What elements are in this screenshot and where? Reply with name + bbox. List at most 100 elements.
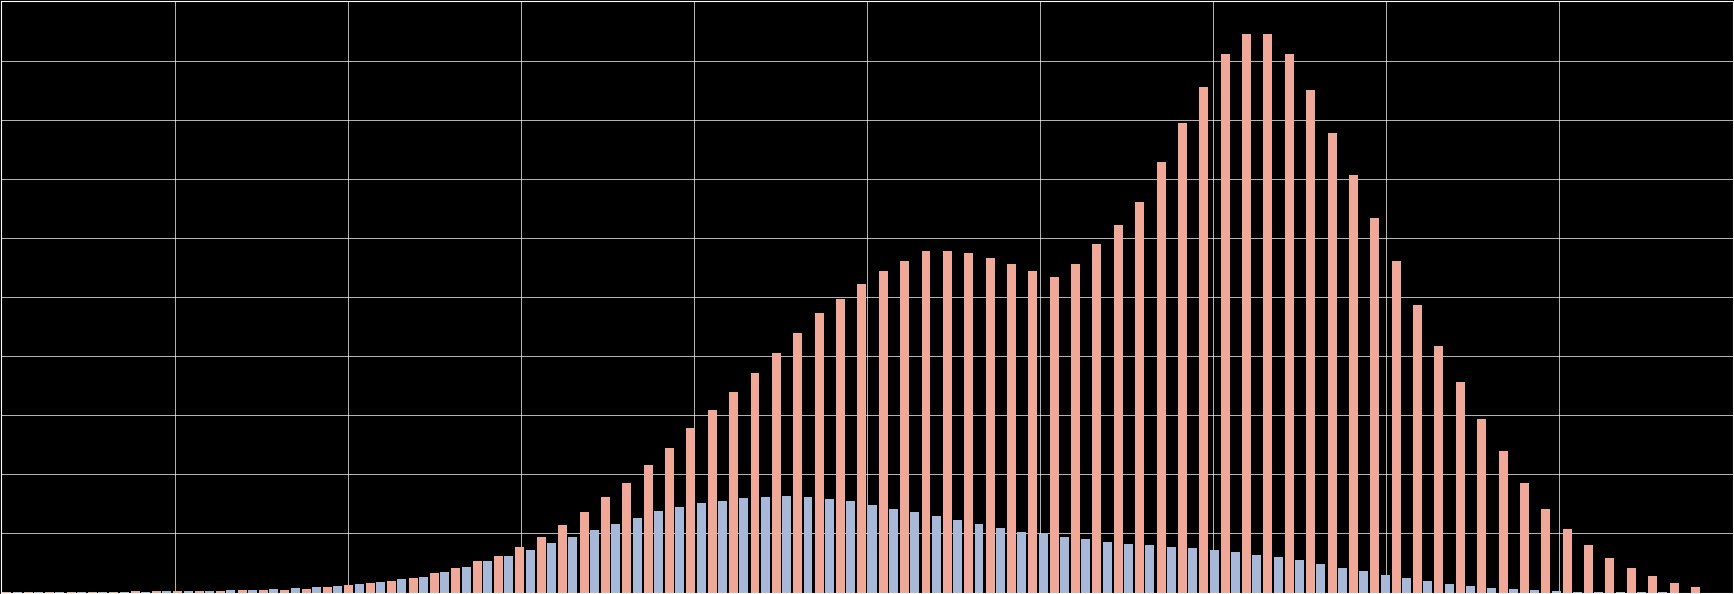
Bar [1136,202,1144,593]
Bar [718,501,727,593]
Bar [1424,581,1432,593]
Bar [302,589,310,593]
Bar [569,537,577,593]
Bar [610,524,621,593]
Bar [323,587,331,593]
Bar [258,590,269,593]
Bar [1316,564,1325,593]
Bar [857,284,867,593]
Bar [815,314,824,593]
Bar [153,591,161,593]
Bar [1434,346,1443,593]
Bar [954,520,962,593]
Bar [312,587,321,593]
Bar [184,591,192,593]
Bar [1626,568,1635,593]
Bar [1007,264,1016,593]
Bar [1221,54,1229,593]
Bar [1059,537,1068,593]
Bar [1616,592,1625,593]
Bar [1370,218,1379,593]
Bar [825,499,834,593]
Bar [1177,123,1188,593]
Bar [1242,34,1250,593]
Bar [525,550,534,593]
Bar [1339,568,1347,593]
Bar [1092,245,1101,593]
Bar [473,561,482,593]
Bar [1488,587,1496,593]
Bar [761,497,770,593]
Bar [1691,587,1699,593]
Bar [1231,552,1240,593]
Bar [1274,557,1283,593]
Bar [654,511,662,593]
Bar [227,590,236,593]
Bar [1392,261,1401,593]
Bar [900,261,909,593]
Bar [697,503,706,593]
Bar [291,588,300,593]
Bar [12,592,23,593]
Bar [1457,383,1465,593]
Bar [451,568,460,593]
Bar [792,333,803,593]
Bar [836,299,844,593]
Bar [281,590,290,593]
Bar [1606,558,1614,593]
Bar [546,544,557,593]
Bar [66,592,76,593]
Bar [238,590,246,593]
Bar [675,507,685,593]
Bar [1542,509,1550,593]
Bar [964,252,973,593]
Bar [420,577,428,593]
Bar [1521,482,1529,593]
Bar [1529,590,1540,593]
Bar [1295,560,1304,593]
Bar [194,590,205,593]
Bar [494,557,503,593]
Bar [1359,571,1368,593]
Bar [1072,264,1080,593]
Bar [687,428,695,593]
Bar [217,590,225,593]
Bar [109,592,118,593]
Bar [538,537,546,593]
Bar [173,591,182,593]
Bar [269,589,277,593]
Bar [1210,550,1219,593]
Bar [1649,576,1658,593]
Bar [376,582,385,593]
Bar [910,513,919,593]
Bar [1670,583,1679,593]
Bar [623,482,631,593]
Bar [409,578,418,593]
Bar [461,567,470,593]
Bar [35,592,43,593]
Bar [130,591,140,593]
Bar [163,591,172,593]
Bar [88,592,97,593]
Bar [1157,162,1165,593]
Bar [484,561,492,593]
Bar [1124,544,1132,593]
Bar [1477,419,1486,593]
Bar [1306,90,1314,593]
Bar [867,504,877,593]
Bar [1349,175,1358,593]
Bar [739,498,749,593]
Bar [1498,451,1507,593]
Bar [633,518,642,593]
Bar [579,512,588,593]
Bar [782,496,791,593]
Bar [333,586,342,593]
Bar [995,528,1006,593]
Bar [1285,54,1294,593]
Bar [120,592,128,593]
Bar [1167,546,1176,593]
Bar [1594,592,1604,593]
Bar [985,258,995,593]
Bar [890,508,898,593]
Bar [728,392,739,593]
